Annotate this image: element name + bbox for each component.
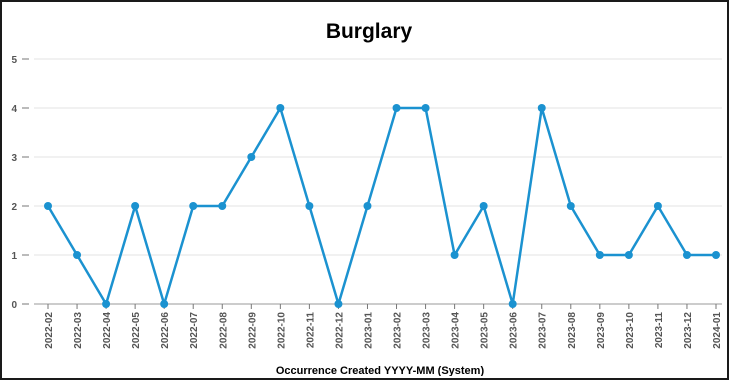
data-point[interactable] (712, 251, 720, 259)
data-point[interactable] (595, 251, 604, 259)
x-tick-label: 2023-08 (567, 312, 578, 349)
data-point[interactable] (363, 202, 372, 210)
x-tick-label: 2022-10 (276, 312, 287, 349)
chart-title: Burglary (326, 20, 413, 43)
data-point[interactable] (189, 202, 198, 210)
x-tick-label: 2023-06 (509, 312, 520, 349)
x-tick-label: 2023-12 (683, 312, 694, 349)
y-tick-label: 1 (11, 251, 17, 262)
data-point[interactable] (44, 202, 52, 210)
y-tick-label: 2 (11, 202, 17, 213)
x-tick-label: 2023-02 (393, 312, 404, 349)
data-point[interactable] (653, 202, 662, 210)
x-tick-label: 2022-05 (131, 312, 142, 349)
x-tick-label: 2023-04 (451, 312, 462, 349)
data-point[interactable] (682, 251, 691, 259)
data-point[interactable] (392, 104, 401, 112)
x-axis-ticks: 2022-02 2022-03 2022-04 2022-05 2022-06 2022-… (44, 304, 723, 349)
x-tick-label: 2023-03 (422, 312, 433, 349)
x-tick-label: 2022-11 (305, 312, 316, 349)
gridlines (34, 58, 722, 256)
data-point[interactable] (537, 104, 546, 112)
x-tick-label: 2023-09 (596, 312, 607, 349)
x-tick-label: 2022-07 (189, 312, 200, 349)
x-tick-label: 2022-09 (247, 312, 258, 349)
x-tick-label: 2023-07 (538, 312, 549, 349)
x-tick-label: 2023-11 (654, 312, 665, 349)
x-tick-label: 2022-08 (218, 312, 229, 349)
data-point[interactable] (102, 300, 111, 308)
y-axis-ticks: 0 1 2 3 4 5 (11, 55, 29, 311)
x-tick-label: 2023-05 (480, 312, 491, 349)
data-point[interactable] (566, 202, 575, 210)
data-point[interactable] (624, 251, 633, 259)
data-point[interactable] (508, 300, 517, 308)
data-point[interactable] (334, 300, 343, 308)
data-point[interactable] (276, 104, 285, 112)
x-tick-label: 2022-04 (102, 312, 113, 349)
x-tick-label: 2023-01 (363, 312, 374, 349)
y-tick-label: 4 (11, 104, 17, 115)
data-point[interactable] (247, 153, 256, 161)
data-point[interactable] (305, 202, 314, 210)
x-tick-label: 2022-02 (44, 312, 55, 349)
data-point[interactable] (160, 300, 169, 308)
data-points (44, 104, 720, 308)
x-tick-label: 2023-10 (625, 312, 636, 349)
data-point[interactable] (218, 202, 227, 210)
data-point[interactable] (450, 251, 459, 259)
data-point[interactable] (421, 104, 430, 112)
x-tick-label: 2022-12 (334, 312, 345, 349)
x-axis-label: Occurrence Created YYYY-MM (System) (276, 365, 485, 376)
series-line (46, 106, 716, 306)
data-point[interactable] (73, 251, 82, 259)
x-tick-label: 2024-01 (712, 312, 723, 349)
x-tick-label: 2022-06 (160, 312, 171, 349)
y-tick-label: 3 (11, 153, 17, 164)
x-tick-label: 2022-03 (73, 312, 84, 349)
y-tick-label: 5 (11, 55, 17, 66)
y-tick-label: 0 (11, 300, 17, 311)
data-point[interactable] (479, 202, 488, 210)
data-point[interactable] (131, 202, 140, 210)
